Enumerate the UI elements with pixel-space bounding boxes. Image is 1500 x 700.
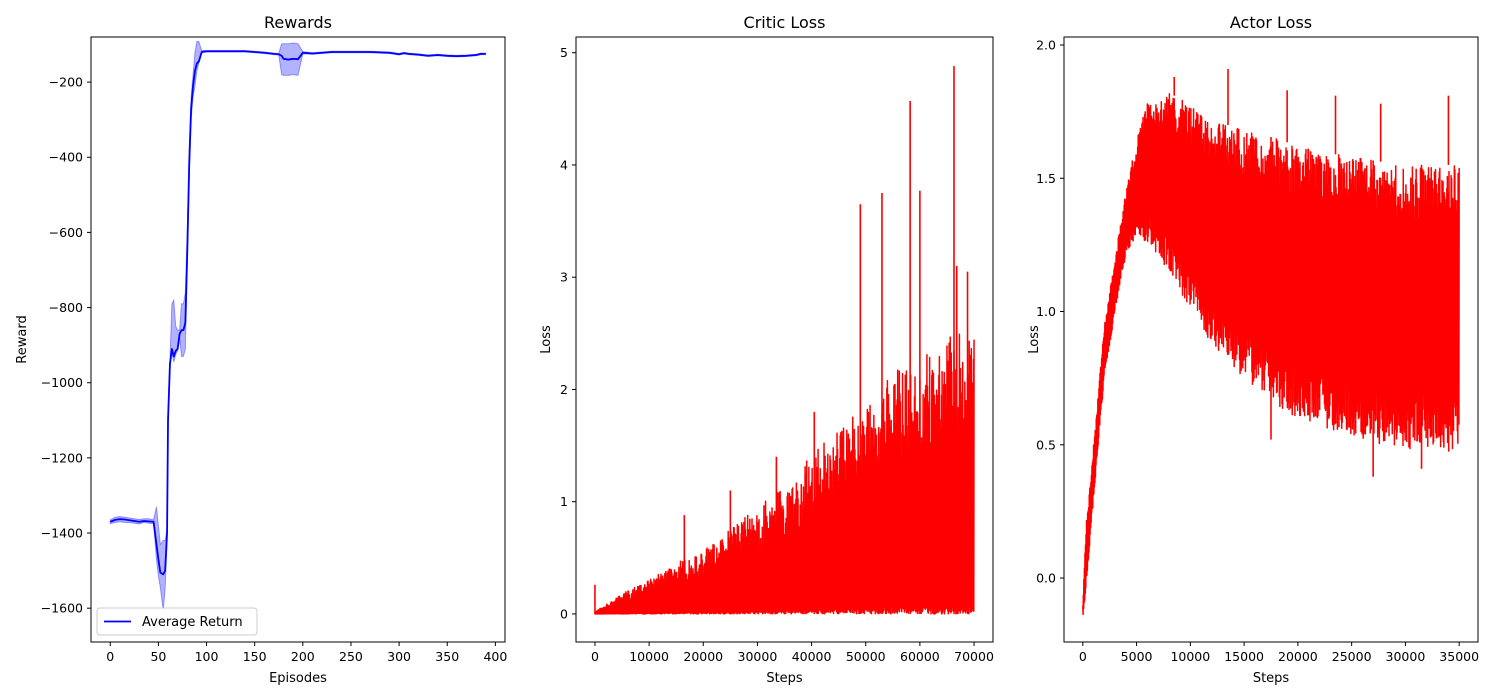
rewards-title: Rewards: [264, 13, 332, 32]
critic-loss-title: Critic Loss: [744, 13, 826, 32]
rewards-x-axis-label: Episodes: [269, 671, 327, 686]
y-tick-label: −1600: [41, 601, 83, 616]
x-tick-label: 20000: [1278, 649, 1318, 664]
x-tick-label: 50000: [846, 649, 886, 664]
x-tick-label: 100: [195, 649, 219, 664]
legend-box: [96, 607, 258, 636]
actor-loss-y-axis-label: Loss: [1027, 325, 1042, 354]
y-tick-label: 2.0: [1036, 37, 1056, 52]
x-tick-label: 15000: [1224, 649, 1264, 664]
x-tick-label: 0: [591, 649, 599, 664]
y-tick-label: 0.5: [1036, 437, 1056, 452]
x-tick-label: 400: [483, 649, 507, 664]
x-tick-label: 250: [339, 649, 363, 664]
y-tick-label: 2: [560, 382, 568, 397]
y-tick-label: −800: [49, 300, 83, 315]
legend-label: Average Return: [142, 615, 243, 630]
x-tick-label: 40000: [792, 649, 832, 664]
y-tick-label: −400: [49, 150, 83, 165]
actor-loss-plot: 0 5000 10000 15000 20000 25000 30000 35000 0.0 0.…: [1027, 13, 1479, 686]
rewards-axes-frame: [90, 36, 506, 643]
y-tick-label: 3: [560, 270, 568, 285]
critic-loss-axes-frame: [575, 36, 994, 643]
y-tick-label: −1200: [41, 450, 83, 465]
y-tick-label: −1000: [41, 375, 83, 390]
rewards-y-axis-label: Reward: [15, 315, 30, 363]
critic-loss-y-axis-label: Loss: [539, 325, 554, 354]
x-tick-label: 60000: [900, 649, 940, 664]
y-tick-label: −200: [49, 75, 83, 90]
y-tick-label: 1.5: [1036, 171, 1056, 186]
x-tick-label: 30000: [738, 649, 778, 664]
actor-loss-title: Actor Loss: [1230, 13, 1312, 32]
y-tick-label: 0: [560, 606, 568, 621]
x-tick-label: 25000: [1332, 649, 1372, 664]
critic-loss-x-axis-label: Steps: [766, 671, 803, 686]
y-tick-label: 4: [560, 157, 568, 172]
x-tick-label: 20000: [683, 649, 723, 664]
actor-loss-axes-frame: [1063, 36, 1479, 643]
x-tick-label: 0: [1079, 649, 1087, 664]
x-tick-label: 50: [150, 649, 166, 664]
actor-loss-x-axis-label: Steps: [1253, 671, 1290, 686]
y-tick-label: −1400: [41, 526, 83, 541]
critic-loss-plot: 0 10000 20000 30000 40000 50000 60000 70000 0 1 2 3…: [539, 13, 994, 686]
x-tick-label: 30000: [1386, 649, 1426, 664]
x-tick-label: 350: [435, 649, 459, 664]
x-tick-label: 0: [106, 649, 114, 664]
x-tick-label: 5000: [1121, 649, 1153, 664]
x-tick-label: 10000: [629, 649, 669, 664]
y-tick-label: 1: [560, 494, 568, 509]
x-tick-label: 10000: [1170, 649, 1210, 664]
y-tick-label: −600: [49, 225, 83, 240]
y-tick-label: 5: [560, 45, 568, 60]
x-tick-label: 150: [243, 649, 267, 664]
x-tick-label: 200: [291, 649, 315, 664]
x-tick-label: 35000: [1439, 649, 1479, 664]
y-tick-label: 0.0: [1036, 571, 1056, 586]
y-tick-label: 1.0: [1036, 304, 1056, 319]
x-tick-label: 300: [387, 649, 411, 664]
x-tick-label: 70000: [954, 649, 994, 664]
legend: Average Return: [96, 607, 258, 636]
rewards-plot: 0 50 100 150 200 250 300 350 400 −1600 −1400 −1200 −…: [15, 13, 507, 686]
average-return-line: [109, 50, 486, 576]
